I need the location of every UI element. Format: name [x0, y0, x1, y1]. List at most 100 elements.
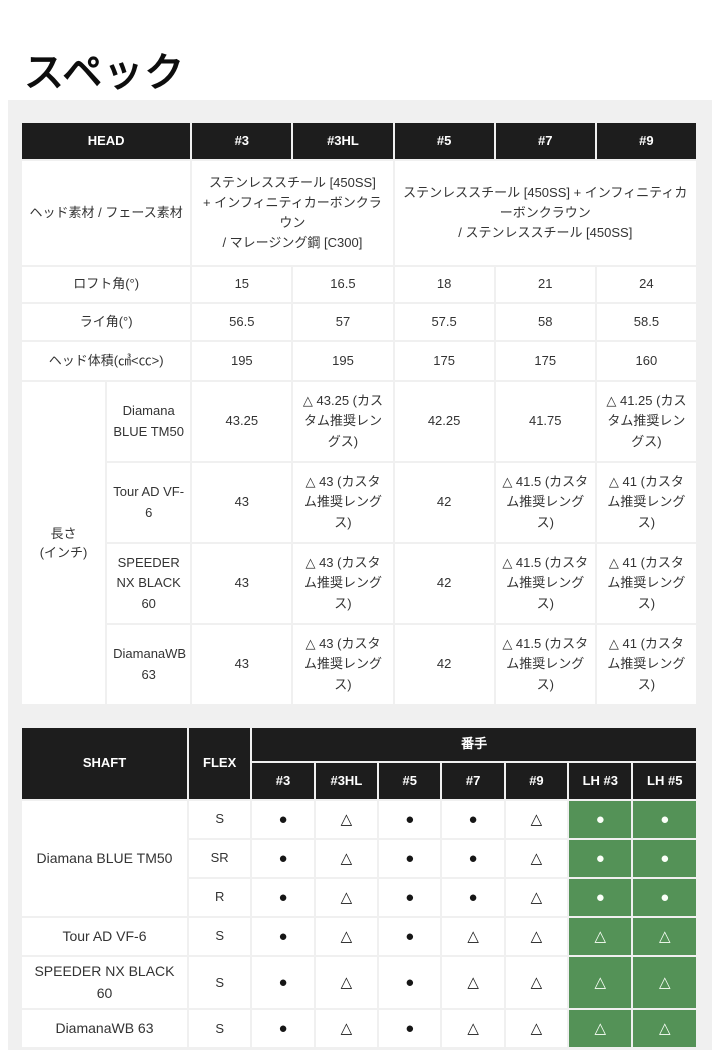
col-header-3: #3 — [192, 123, 292, 159]
shaft-name-cell: SPEEDER NX BLACK 60 — [22, 957, 187, 1009]
length-value: △ 43 (カスタム推奨レングス) — [293, 544, 393, 623]
flex-cell: R — [188, 879, 251, 916]
loft-value: 18 — [394, 267, 494, 302]
volume-value: 175 — [394, 342, 494, 380]
volume-value: 160 — [596, 342, 696, 380]
volume-value: 195 — [192, 342, 292, 380]
material-5-7-9: ステンレススチール [450SS] + インフィニティカーボンクラウン / ステ… — [394, 161, 696, 265]
material-3-3hl: ステンレススチール [450SS] + インフィニティカーボンクラウン / マレ… — [192, 161, 393, 265]
shaft-table-header-row-2: #3 #3HL #5 #7 #9 LH #3 LH #5 — [22, 763, 696, 799]
avail-row-diamana-r: R ● △ ● ● △ ● ● — [22, 879, 696, 916]
length-shaft-name: Diamana BLUE TM50 — [107, 382, 191, 461]
shaft-name-cell: Diamana BLUE TM50 — [22, 801, 187, 916]
availability-mark: ● — [442, 879, 504, 916]
loft-value: 16.5 — [293, 267, 393, 302]
availability-mark: ● — [252, 918, 314, 955]
availability-mark: △ — [315, 840, 378, 877]
availability-mark: ● — [252, 879, 314, 916]
length-value: △ 41.25 (カスタム推奨レングス) — [596, 382, 696, 461]
col-header-number-group: 番手 — [252, 728, 696, 761]
volume-row-label: ヘッド体積(㎤<㏄>) — [22, 342, 191, 380]
availability-mark-lh: ● — [569, 840, 632, 877]
spec-panel: HEAD #3 #3HL #5 #7 #9 ヘッド素材 / フェース素材 ステン… — [8, 100, 712, 1050]
length-value: 42 — [394, 544, 494, 623]
availability-mark: △ — [505, 1010, 568, 1048]
shaft-name-cell: DiamanaWB 63 — [22, 1010, 187, 1048]
col-header-7: #7 — [495, 123, 595, 159]
length-value: 41.75 — [495, 382, 595, 461]
lie-row: ライ角(°) 56.5 57 57.5 58 58.5 — [22, 304, 696, 340]
loft-value: 21 — [495, 267, 595, 302]
availability-mark-lh: △ — [569, 918, 632, 955]
availability-mark-lh: ● — [633, 840, 696, 877]
length-label-line2: (インチ) — [39, 545, 88, 560]
flex-cell: S — [188, 1010, 251, 1048]
availability-mark-lh: ● — [569, 801, 632, 838]
availability-mark: △ — [442, 957, 504, 1009]
page-title: スペック — [24, 50, 186, 95]
shaft-name-cell: Tour AD VF-6 — [22, 918, 187, 955]
num-col-5: #5 — [379, 763, 441, 799]
length-value: 42 — [394, 625, 494, 704]
col-header-head: HEAD — [22, 123, 191, 159]
num-col-3hl: #3HL — [315, 763, 378, 799]
flex-cell: S — [188, 918, 251, 955]
col-header-shaft: SHAFT — [22, 728, 187, 799]
length-value: △ 41.5 (カスタム推奨レングス) — [495, 625, 595, 704]
avail-row-diamanawb: DiamanaWB 63 S ● △ ● △ △ △ △ — [22, 1010, 696, 1048]
length-row-speeder: SPEEDER NX BLACK 60 43 △ 43 (カスタム推奨レングス)… — [22, 544, 696, 623]
length-value: △ 41 (カスタム推奨レングス) — [596, 625, 696, 704]
length-value: △ 41.5 (カスタム推奨レングス) — [495, 463, 595, 542]
lie-row-label: ライ角(°) — [22, 304, 191, 340]
availability-mark: △ — [505, 879, 568, 916]
shaft-table-header-row-1: SHAFT FLEX 番手 — [22, 728, 696, 799]
volume-value: 195 — [293, 342, 393, 380]
loft-row-label: ロフト角(°) — [22, 267, 191, 302]
availability-mark: ● — [379, 801, 441, 838]
lie-value: 57 — [293, 304, 393, 340]
lie-value: 58 — [495, 304, 595, 340]
shaft-availability-table: SHAFT FLEX 番手 #3 #3HL #5 #7 #9 LH #3 LH … — [20, 726, 698, 1049]
availability-mark: △ — [315, 957, 378, 1009]
availability-mark: ● — [252, 957, 314, 1009]
col-header-5: #5 — [394, 123, 494, 159]
availability-mark: ● — [379, 879, 441, 916]
availability-mark: △ — [442, 918, 504, 955]
lie-value: 56.5 — [192, 304, 292, 340]
length-shaft-name: Tour AD VF-6 — [107, 463, 191, 542]
length-value: 42 — [394, 463, 494, 542]
availability-mark: △ — [315, 879, 378, 916]
loft-row: ロフト角(°) 15 16.5 18 21 24 — [22, 267, 696, 302]
availability-mark-lh: △ — [633, 918, 696, 955]
availability-mark: ● — [379, 957, 441, 1009]
length-value: △ 41 (カスタム推奨レングス) — [596, 463, 696, 542]
length-label-line1: 長さ — [50, 525, 77, 541]
flex-cell: SR — [188, 840, 251, 877]
availability-mark: △ — [505, 801, 568, 838]
length-shaft-name: DiamanaWB 63 — [107, 625, 191, 704]
num-col-9: #9 — [505, 763, 568, 799]
availability-mark-lh: △ — [633, 957, 696, 1009]
availability-mark: △ — [315, 801, 378, 838]
length-value: △ 41 (カスタム推奨レングス) — [596, 544, 696, 623]
availability-mark-lh: ● — [633, 879, 696, 916]
availability-mark-lh: ● — [569, 879, 632, 916]
length-value: △ 43 (カスタム推奨レングス) — [293, 463, 393, 542]
availability-mark: ● — [252, 1010, 314, 1048]
col-header-9: #9 — [596, 123, 696, 159]
availability-mark: △ — [505, 918, 568, 955]
head-table-header-row: HEAD #3 #3HL #5 #7 #9 — [22, 123, 696, 159]
material-row: ヘッド素材 / フェース素材 ステンレススチール [450SS] + インフィニ… — [22, 161, 696, 265]
length-row-diamanawb: DiamanaWB 63 43 △ 43 (カスタム推奨レングス) 42 △ 4… — [22, 625, 696, 704]
avail-row-speeder: SPEEDER NX BLACK 60 S ● △ ● △ △ △ △ — [22, 957, 696, 1009]
length-value: 42.25 — [394, 382, 494, 461]
length-value: 43 — [192, 544, 292, 623]
flex-cell: S — [188, 801, 251, 838]
flex-cell: S — [188, 957, 251, 1009]
length-shaft-name: SPEEDER NX BLACK 60 — [107, 544, 191, 623]
availability-mark: ● — [379, 918, 441, 955]
num-col-3: #3 — [252, 763, 314, 799]
num-col-7: #7 — [442, 763, 504, 799]
material-row-label: ヘッド素材 / フェース素材 — [22, 161, 191, 265]
availability-mark-lh: △ — [569, 1010, 632, 1048]
